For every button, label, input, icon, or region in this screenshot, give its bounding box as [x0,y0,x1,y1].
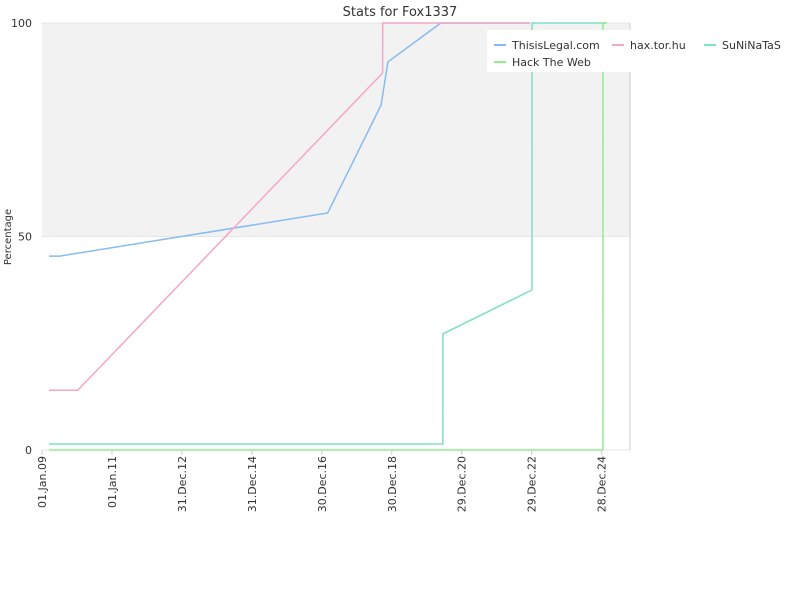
legend-label: ThisisLegal.com [511,39,600,52]
legend-box [487,30,790,72]
x-tick-label: 30.Dec.16 [316,456,329,512]
y-axis-label: Percentage [3,209,14,265]
legend-label: SuNiNaTaS [722,39,781,52]
x-tick-label: 31.Dec.12 [176,456,189,512]
x-tick-label: 31.Dec.14 [246,456,259,512]
x-tick-label: 30.Dec.18 [386,456,399,512]
series-line [49,22,607,445]
legend-label: hax.tor.hu [630,39,686,52]
series-line [49,22,530,391]
x-tick-label: 01.Jan.11 [106,456,119,508]
y-tick-label: 50 [18,231,32,244]
y-tick-label: 100 [11,17,32,30]
legend: ThisisLegal.com hax.tor.hu SuNiNaTaS Hack T… [487,30,790,72]
x-tick-label: 29.Dec.22 [526,456,539,512]
x-tick-label: 01.Jan.09 [36,456,49,508]
x-tick-label: 28.Dec.24 [596,456,609,512]
chart-title: Stats for Fox1337 [343,5,458,20]
legend-label: Hack The Web [512,56,591,69]
series-line [49,22,607,451]
y-tick-label: 0 [25,444,32,457]
x-tick-label: 29.Dec.20 [456,456,469,512]
